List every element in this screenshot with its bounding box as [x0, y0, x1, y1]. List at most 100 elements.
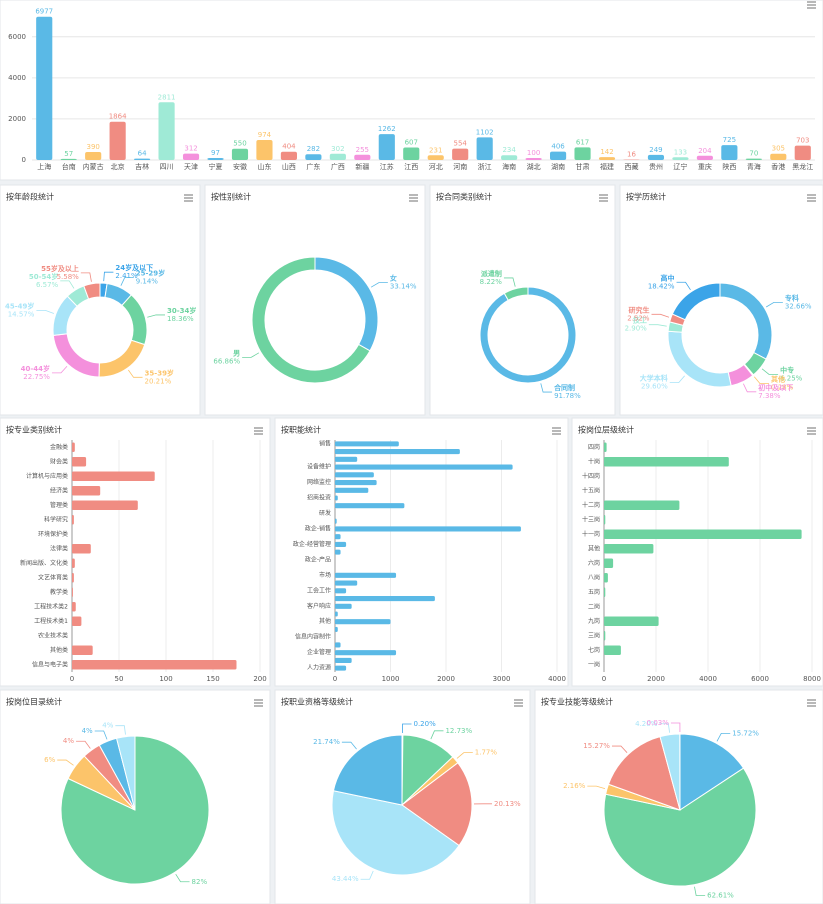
value-label: 725: [723, 136, 736, 144]
panel-title: 按岗位层级统计: [578, 425, 634, 435]
x-tick-label: 北京: [111, 162, 125, 171]
y-tick-label: 教学类: [50, 588, 68, 596]
leader-line: [402, 723, 412, 734]
x-tick-label: 内蒙古: [83, 162, 104, 171]
slice-label: 55岁及以上: [41, 264, 79, 273]
x-tick-label: 江西: [404, 163, 418, 171]
leader-line: [360, 870, 374, 880]
leader-line: [175, 873, 190, 883]
value-label: 607: [405, 139, 418, 147]
bar: [525, 157, 542, 160]
value-label: 390: [86, 143, 99, 151]
x-tick-label: 辽宁: [673, 162, 687, 171]
bar: [335, 526, 521, 532]
slice-value: 15.27%: [583, 742, 610, 750]
slice-value: 7.38%: [758, 392, 781, 400]
slice-label: 40-44岁: [21, 364, 50, 373]
slice-value: 1.77%: [475, 749, 498, 757]
y-tick-label: 经济类: [50, 486, 68, 494]
slice: [115, 735, 136, 811]
leader-line: [128, 369, 143, 378]
y-tick-label: 网络监控: [307, 478, 331, 486]
slice-value: 29.60%: [641, 383, 668, 391]
slice-value: 4%: [63, 737, 74, 745]
x-tick-label: 湖北: [527, 162, 541, 171]
x-tick-label: 吉林: [135, 162, 149, 171]
y-tick-label: 政企-销售: [305, 524, 331, 532]
bar: [598, 157, 616, 160]
slice-value: 22.75%: [23, 373, 50, 381]
bar: [604, 514, 606, 525]
x-tick-label: 贵州: [649, 162, 663, 171]
bar: [72, 572, 74, 583]
bar: [72, 645, 93, 656]
slice-value: 82%: [192, 878, 208, 886]
y-tick-label: 0: [22, 156, 26, 164]
bar: [335, 503, 405, 509]
panel-title: 按性别统计: [211, 192, 251, 202]
y-tick-label: 信息内容制作: [295, 633, 331, 641]
slice-value: 20.21%: [145, 377, 172, 385]
y-tick-label: 十三岗: [582, 515, 600, 523]
leader-line: [36, 310, 55, 314]
value-label: 1102: [476, 128, 494, 136]
leader-line: [51, 365, 68, 374]
bar: [335, 650, 397, 656]
slice-value: 14.57%: [8, 310, 35, 318]
bar: [134, 158, 151, 160]
slice-value: 0.20%: [414, 720, 437, 728]
slice-label: 男: [233, 349, 240, 357]
leader-line: [648, 324, 667, 327]
y-tick-label: 计算机与应用类: [26, 472, 68, 480]
y-tick-label: 管理类: [50, 501, 68, 509]
value-label: 703: [796, 137, 809, 145]
value-label: 554: [454, 140, 468, 148]
x-tick-label: 2000: [647, 675, 665, 683]
y-tick-label: 二岗: [588, 603, 600, 610]
slice-value: 0.03%: [647, 719, 670, 727]
leader-line: [503, 277, 516, 287]
y-tick-label: 工会工作: [307, 586, 331, 594]
x-tick-label: 宁夏: [209, 162, 223, 171]
bar: [72, 442, 75, 453]
slice-value: 2.41%: [115, 272, 138, 280]
x-tick-label: 6000: [751, 675, 769, 683]
bar: [647, 154, 665, 160]
leader-line: [694, 886, 706, 896]
y-tick-label: 十岗: [588, 457, 600, 465]
x-tick-label: 山东: [257, 162, 271, 171]
bar: [354, 154, 371, 160]
panel-title: 按职业资格等级统计: [281, 697, 353, 707]
leader-line: [651, 313, 670, 318]
y-tick-label: 市场: [319, 571, 331, 579]
slice-label: 25-29岁: [136, 269, 165, 278]
x-tick-label: 甘肃: [576, 162, 590, 171]
x-tick-label: 广西: [331, 162, 345, 171]
slice: [332, 734, 403, 806]
y-tick-label: 一岗: [588, 661, 600, 668]
y-tick-label: 三岗: [588, 632, 600, 639]
x-tick-label: 天津: [184, 163, 198, 171]
x-tick-label: 安徽: [233, 162, 247, 171]
leader-line: [669, 375, 685, 384]
bar: [604, 630, 606, 641]
x-tick-label: 4000: [548, 675, 566, 683]
bar: [335, 495, 338, 501]
y-tick-label: 工程技术类2: [34, 602, 68, 610]
value-label: 1262: [378, 125, 396, 133]
bar: [335, 441, 399, 447]
panel: [0, 417, 271, 687]
x-tick-label: 四川: [160, 163, 174, 171]
slice: [671, 282, 721, 321]
bar: [335, 665, 347, 671]
y-tick-label: 财会类: [50, 457, 68, 465]
slice-label: 中专: [780, 365, 794, 374]
bar: [335, 611, 338, 617]
bar: [476, 137, 493, 160]
leader-line: [659, 723, 670, 733]
bar: [604, 500, 680, 511]
value-label: 282: [307, 145, 320, 153]
slice-label: 初中及以下: [758, 383, 793, 392]
leader-line: [94, 730, 108, 740]
